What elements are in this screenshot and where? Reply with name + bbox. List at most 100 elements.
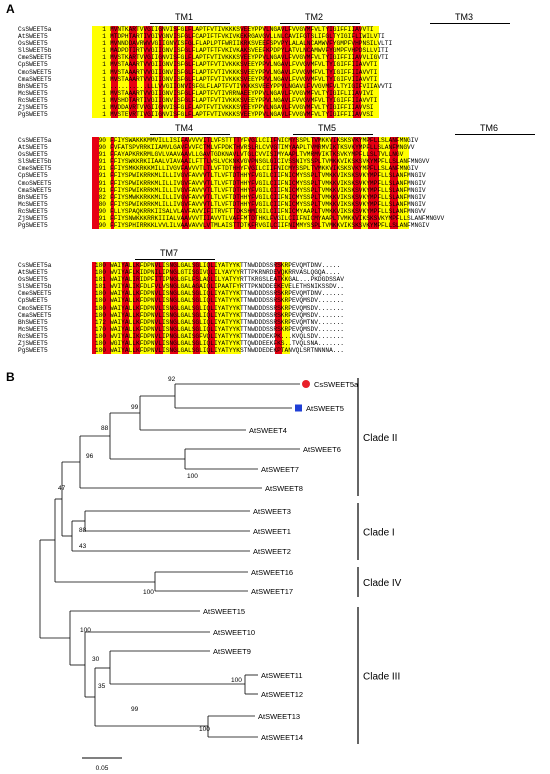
sequence-residues: MVNNDDAVRWVVGIIGNVISFGLFLAPLPTFWRIIKRKSV… — [110, 40, 393, 48]
taxon-label: AtSWEET15 — [203, 607, 245, 616]
tm-label: TM7 — [160, 248, 178, 258]
tm-label: TM2 — [305, 12, 323, 22]
sequence-name: CpSWEET5 — [18, 297, 48, 305]
identical-column — [144, 26, 152, 119]
alignment-row: ZjSWEET5 1 MVDDAVRTVVGIIGNVISFGLFLAPTFVTIV… — [18, 104, 392, 111]
sequence-name: OsSWEET5 — [18, 40, 48, 48]
conserved-column — [95, 262, 104, 355]
alignment-row: BhSWEET5 82 FFIYSMWKKRKKMLILLIVGVFAVVVTLTL… — [18, 194, 444, 201]
sequence-residues: FFIYSWAKKKMMVILLISIFAVVVVITLVFSTTTTYFVGI… — [110, 137, 419, 144]
alignment-row: CmaSWEET5 180 WAIYALLKFDPNVLISNGLGALSGLIQL… — [18, 312, 344, 319]
tm-label: TM3 — [455, 12, 473, 22]
conserved-column — [338, 137, 354, 230]
sequence-name: McSWEET5 — [18, 89, 48, 97]
bootstrap-value: 35 — [98, 683, 106, 690]
taxon-label: AtSWEET2 — [253, 547, 291, 556]
identical-column — [174, 26, 178, 119]
bootstrap-value: 96 — [86, 453, 94, 460]
conserved-column — [360, 137, 368, 230]
conserved-column — [118, 26, 130, 119]
sequence-residues: MVSTAAARTVVGIIGNVISFGLFLAPTFVTIVKKKSVEEY… — [110, 68, 378, 76]
identical-column — [159, 26, 163, 119]
conserved-column — [278, 137, 290, 230]
sequence-name: CpSWEET5 — [18, 61, 48, 69]
identical-column — [330, 137, 339, 230]
sequence-name: CmaSWEET5 — [18, 75, 52, 83]
alignment-row: CpSWEET5 1 MVSTAAARTVVGIIGNVISFGLFLAPTFVTI… — [18, 61, 392, 68]
identical-column — [185, 26, 193, 119]
sequence-residues: MVNTKARTVVGIIGNVISFGLFLAPTFVTIVKKKSVEEYP… — [110, 26, 374, 33]
alignment-row: RcSWEET5 1 MVSHDTARTIVGIIGNVISFGLFLAPTFVTI… — [18, 97, 392, 104]
sequence-residues: WAIYALLKFDPNVLISNGLGALSGLIQLIYATYYKTTNWD… — [110, 290, 344, 298]
sequence-position: 1 — [102, 96, 106, 104]
identical-column — [274, 262, 283, 355]
sequence-position: 181 — [94, 283, 106, 291]
bootstrap-value: 100 — [143, 589, 154, 596]
sequence-residues: FFIYSMKKRKKMILLIVGVFAVVVTLTLVFTDTHHYFVGI… — [110, 165, 419, 173]
alignment-row: CsSWEET5a 90 FFIYSWAKKKMMVILLISIFAVVVVITLV… — [18, 137, 444, 144]
sequence-position: 181 — [94, 276, 106, 284]
sequence-name: SlSWEET5b — [18, 47, 52, 55]
conserved-column — [136, 26, 145, 119]
sequence-position: 1 — [102, 111, 106, 119]
alignment-row: McSWEET5 170 WAIYALLKFDPNVLISNGLGALSGLIQLI… — [18, 326, 344, 333]
sequence-position: 1 — [102, 47, 106, 55]
taxon-label: AtSWEET10 — [213, 628, 255, 637]
sequence-name: RcSWEET5 — [18, 207, 48, 215]
sequence-name: CsSWEET5a — [18, 137, 52, 144]
sequence-residues: WAIYALLKFDPNVLISNGLGALSGLIQLIYATYYKTTNWD… — [110, 297, 344, 305]
sequence-position: 1 — [102, 82, 106, 90]
alignment-row: McSWEET5 1 MVSTAAARTVVGIIGNVISFGLFLAPTFVTI… — [18, 90, 392, 97]
sequence-residues: FFIYSPWIKRRKMLILLIVGVFAVVVTLTLVFTDTHHYFV… — [110, 179, 426, 187]
sequence-residues: FFIYSPWIKRRKMLILLIVGVFAVVVTLTLVFTDTHHYFV… — [110, 186, 426, 194]
identical-column — [110, 26, 119, 119]
clade-label: Clade IV — [363, 578, 402, 589]
alignment-row: CmeSWEET5 180 WAIYALLKFDPNVLISNGLGALSGLIQL… — [18, 290, 344, 297]
bootstrap-value: 100 — [199, 726, 210, 733]
sequence-position: 90 — [98, 137, 106, 144]
conserved-column — [110, 262, 122, 355]
sequence-residues: ..........LLLVVGIIGNVISFGLFLAPTFVTIVKKKS… — [110, 82, 393, 90]
alignment-row: CpSWEET5 91 FFIYSPWIKRRKMLILLIVGVFAVVVTLTL… — [18, 172, 444, 179]
sequence-name: CmaSWEET5 — [18, 186, 52, 194]
taxon-label: AtSWEET12 — [261, 690, 303, 699]
sequence-position: 91 — [98, 179, 106, 187]
sequence-position: 180 — [94, 311, 106, 319]
sequence-name: PgSWEET5 — [18, 111, 48, 119]
bootstrap-value: 99 — [131, 706, 139, 713]
sequence-residues: FVFATSPVRRKIIAMVLGAVFVVFCTMLVFPDKTHVRSLR… — [110, 144, 415, 152]
alignment-block: CsSWEET5a 1 MVNTKARTVVGIIGNVISFGLFLAPTFVTI… — [18, 26, 392, 118]
alignment-row: SlSWEET5b 1 MADPDTIRTVVGIIGNVISFGLFLAPTFTF… — [18, 47, 392, 54]
sequence-name: CsSWEET5a — [18, 262, 52, 269]
sequence-residues: MVDDAVRTVVGIIGNVISFGLFLAPTFVTIVKKKSVEEYP… — [110, 104, 374, 112]
identical-column — [353, 137, 361, 230]
sequence-name: SlSWEET5b — [18, 283, 52, 291]
identical-column — [289, 137, 298, 230]
sequence-name: RcSWEET5 — [18, 96, 48, 104]
alignment-row: RcSWEET5 90 FLLYSPAQKRRKIISALVLAVFAVVIFITR… — [18, 208, 444, 215]
conserved-column — [140, 262, 156, 355]
sequence-position: 91 — [98, 172, 106, 180]
sequence-name: AtSWEET5 — [18, 269, 48, 277]
alignment-row: RcSWEET5 180 WVIYALIKFDPNVLIPNGLGAISGFVQLI… — [18, 333, 344, 340]
sequence-position: 91 — [98, 151, 106, 159]
sequence-residues: MVSTEVRTIVGIIGNVISFGLFLAPTFVTIVKKKSVEEYP… — [110, 111, 374, 119]
sequence-residues: WVIYAFLKIDPNILIPNGLGTISGIVQLILYAYYYRTTPK… — [110, 269, 341, 277]
identical-column — [263, 26, 272, 119]
sequence-residues: MVSTAAARTVVGIIGNVISFGLFLAPTFVTIVRRNAEEYP… — [110, 89, 374, 97]
conserved-column — [200, 262, 208, 355]
alignment-row: SlSWEET5b 91 FFIYSWKKRKIIAALVIAVAAILFTTLVS… — [18, 158, 444, 165]
sequence-position: 1 — [102, 89, 106, 97]
bootstrap-value: 88 — [79, 527, 87, 534]
alignment-row: PgSWEET5 1 MVSTEVRTIVGIIGNVISFGLFLAPTFVTIV… — [18, 111, 392, 118]
sequence-residues: WAIYALLKFDPNVLISNGLGALSGLIQLIYATYYKSTNWD… — [110, 347, 344, 355]
tm-bar — [430, 23, 510, 25]
sequence-position: 91 — [98, 215, 106, 223]
sequence-name: AtSWEET5 — [18, 33, 48, 41]
clade-label: Clade II — [363, 433, 397, 444]
sequence-residues: WAIYALLKFDPNVLISNGLGALSGLIQLIYATYYKTTNWD… — [110, 304, 344, 312]
sequence-position: 180 — [94, 297, 106, 305]
panel-a-label: A — [6, 2, 15, 16]
identical-column — [129, 26, 137, 119]
